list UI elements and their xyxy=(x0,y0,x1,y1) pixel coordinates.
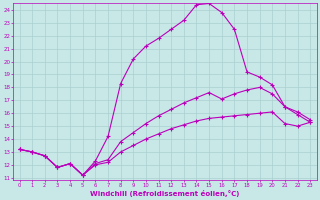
X-axis label: Windchill (Refroidissement éolien,°C): Windchill (Refroidissement éolien,°C) xyxy=(90,190,240,197)
